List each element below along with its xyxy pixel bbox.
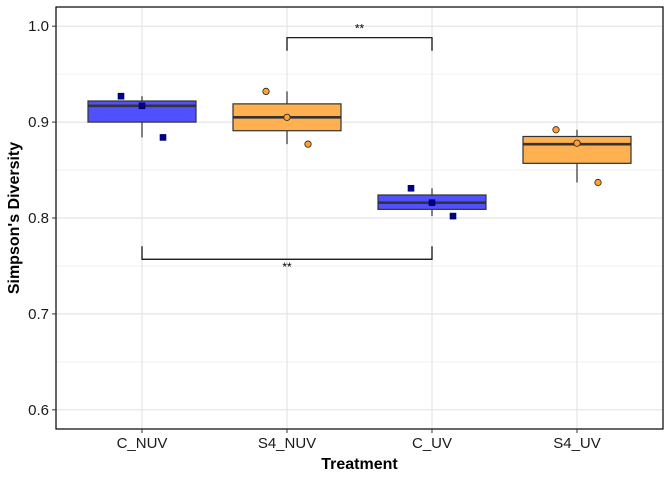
y-axis: 0.6 0.7 0.8 0.9 1.0	[28, 18, 56, 419]
boxes-layer	[87, 87, 632, 220]
y-axis-title: Simpson's Diversity	[6, 142, 23, 294]
box-group-c-nuv	[87, 92, 197, 141]
mean-point	[428, 199, 436, 206]
data-point	[552, 126, 560, 134]
significance-label: **	[355, 22, 365, 36]
bracket-line	[286, 37, 433, 51]
bracket-line	[141, 246, 433, 260]
y-tick-label: 0.9	[28, 114, 49, 131]
x-axis-title: Treatment	[321, 456, 398, 473]
x-axis: C_NUV S4_NUV C_UV S4_UV	[117, 429, 601, 452]
y-tick-label: 0.7	[28, 306, 49, 323]
significance-annotations: ** **	[141, 22, 433, 274]
significance-bracket: **	[141, 246, 433, 274]
x-tick-label: C_NUV	[117, 435, 168, 452]
x-tick-label: C_UV	[412, 435, 452, 452]
y-tick-label: 1.0	[28, 18, 49, 35]
data-point	[159, 134, 167, 141]
box-group-s4-nuv	[232, 87, 342, 148]
y-tick-label: 0.6	[28, 402, 49, 419]
data-point	[449, 212, 457, 220]
significance-bracket: **	[286, 22, 433, 51]
x-tick-label: S4_NUV	[258, 435, 316, 452]
data-point	[594, 178, 602, 187]
box-group-s4-uv	[522, 126, 632, 187]
data-point	[117, 92, 125, 100]
mean-point	[283, 113, 291, 121]
mean-point	[138, 102, 146, 110]
box-group-c-uv	[377, 184, 487, 220]
mean-point	[573, 139, 581, 147]
data-point	[304, 140, 312, 148]
data-point	[262, 87, 270, 96]
x-tick-label: S4_UV	[553, 435, 601, 452]
y-tick-label: 0.8	[28, 210, 49, 227]
significance-label: **	[282, 260, 292, 274]
data-point	[407, 184, 415, 192]
